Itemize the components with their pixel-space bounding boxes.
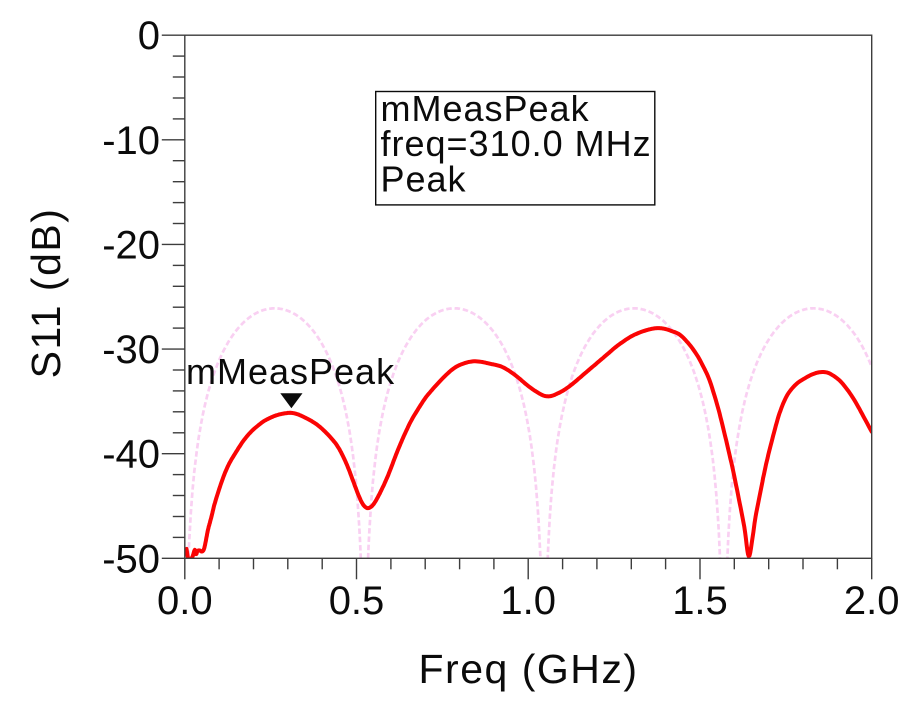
svg-text:2.0: 2.0 xyxy=(844,579,900,623)
svg-text:-40: -40 xyxy=(102,433,160,477)
svg-text:mMeasPeak: mMeasPeak xyxy=(186,351,395,392)
svg-text:Freq (GHz): Freq (GHz) xyxy=(419,646,639,692)
svg-text:freq=310.0 MHz: freq=310.0 MHz xyxy=(381,123,652,164)
svg-text:S11 (dB): S11 (dB) xyxy=(23,208,69,379)
svg-text:0.5: 0.5 xyxy=(329,579,385,623)
svg-text:0.0: 0.0 xyxy=(157,579,213,623)
svg-text:0: 0 xyxy=(138,14,160,58)
svg-text:-10: -10 xyxy=(102,119,160,163)
svg-text:Peak: Peak xyxy=(381,159,467,200)
svg-text:-30: -30 xyxy=(102,328,160,372)
svg-text:1.0: 1.0 xyxy=(500,579,556,623)
svg-text:mMeasPeak: mMeasPeak xyxy=(381,88,590,129)
svg-text:-20: -20 xyxy=(102,223,160,267)
svg-text:-50: -50 xyxy=(102,537,160,581)
svg-text:1.5: 1.5 xyxy=(672,579,728,623)
